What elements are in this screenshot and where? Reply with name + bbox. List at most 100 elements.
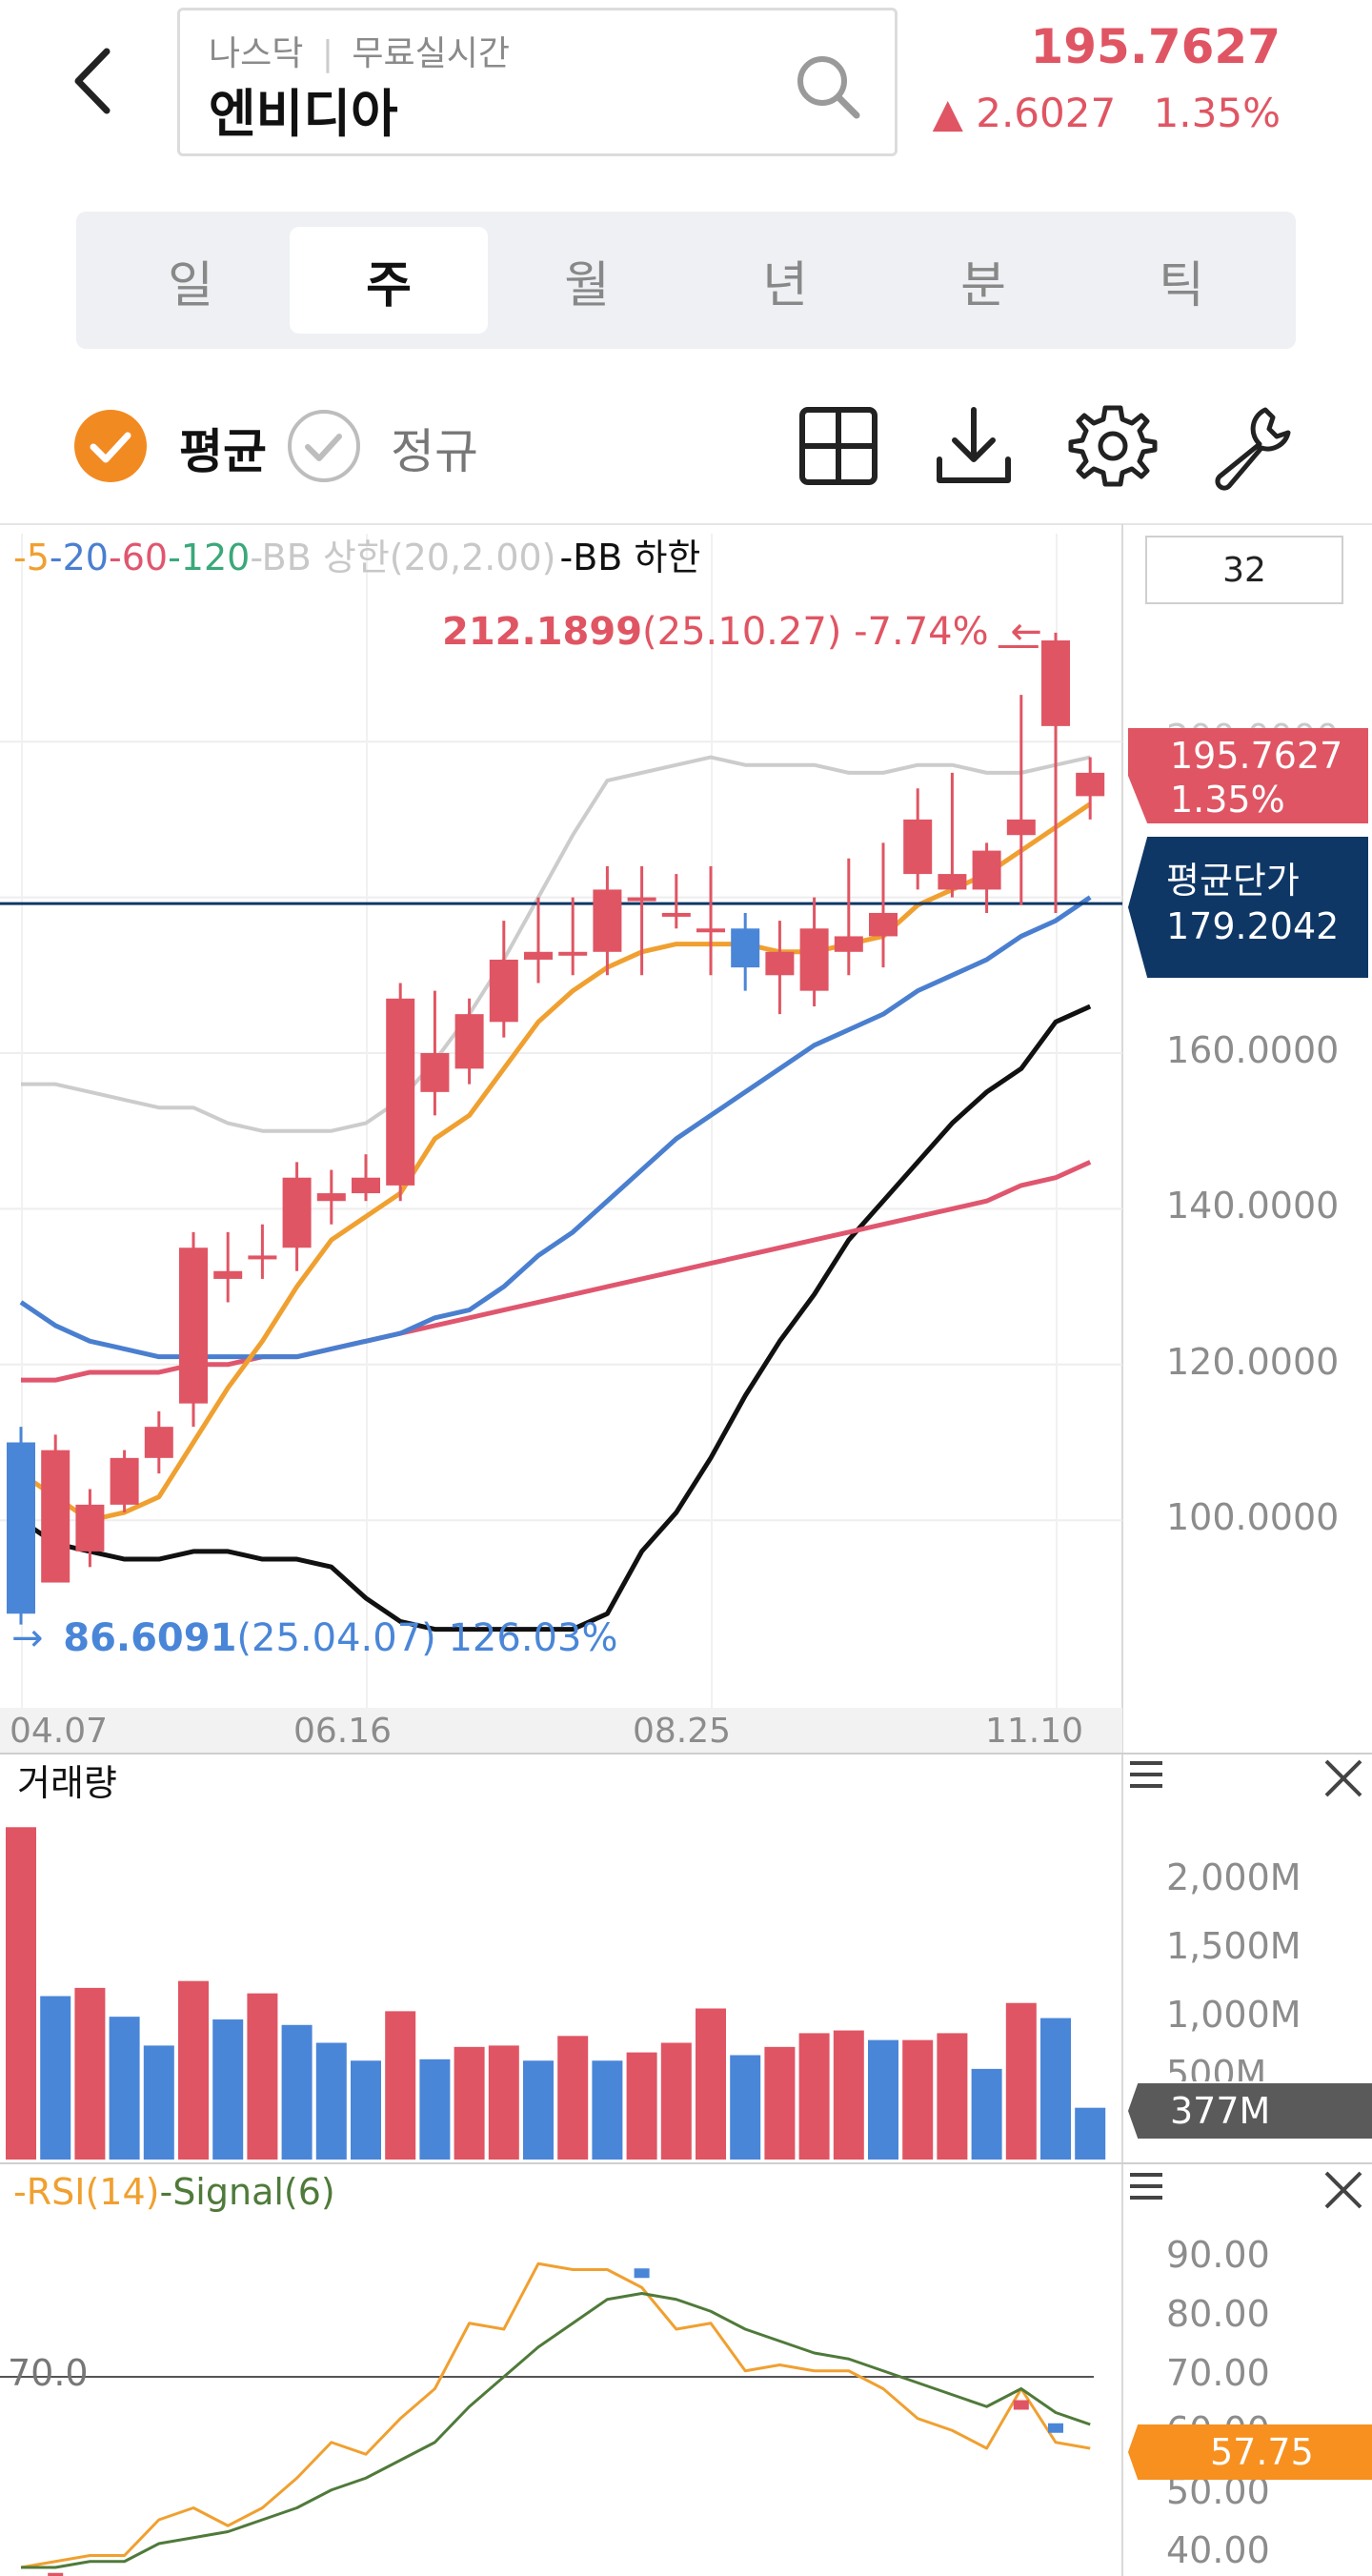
period-count-input[interactable]: 32 (1145, 536, 1343, 604)
candle-body (352, 1177, 380, 1194)
low-pct: 126.03% (448, 1616, 618, 1660)
rsi-level-label: 70.0 (8, 2352, 89, 2394)
tab-year[interactable]: 년 (762, 256, 808, 314)
tab-minute[interactable]: 분 (960, 256, 1006, 314)
tab-month[interactable]: 월 (564, 256, 610, 314)
legend-bb-lower: -BB 하한 (559, 537, 701, 578)
volume-bar (868, 2039, 898, 2160)
legend-ma20: -20 (49, 537, 109, 578)
current-price-tag: 195.7627 1.35% (1128, 728, 1368, 823)
average-price-tag: 평균단가 179.2042 (1128, 837, 1368, 978)
download-icon[interactable] (926, 398, 1021, 494)
search-icon[interactable] (790, 49, 866, 125)
market-label: 나스닥 (209, 34, 304, 73)
tab-day[interactable]: 일 (168, 256, 213, 314)
rsi-line (20, 2262, 1091, 2569)
volume-bar (1005, 2002, 1037, 2160)
signal-line (21, 2292, 1091, 2569)
volume-bar (798, 2033, 830, 2160)
tab-week[interactable]: 주 (290, 227, 488, 334)
volume-bar (523, 2060, 554, 2160)
high-annotation: 212.1899(25.10.27) -7.74% ← (442, 610, 1042, 654)
candle-body (41, 1450, 71, 1583)
candle-body (282, 1177, 312, 1248)
volume-bar (764, 2046, 796, 2160)
volume-bar (626, 2052, 657, 2160)
legend-ma120: -120 (168, 537, 251, 578)
wrench-icon[interactable] (1202, 398, 1298, 494)
volume-bar (902, 2039, 934, 2160)
legend-bb-upper: -BB 상한(20,2.00) (250, 537, 556, 578)
y-label-100: 100.0000 (1166, 1496, 1340, 1538)
market-line: 나스닥 | 무료실시간 (209, 26, 510, 75)
candle-body (75, 1504, 105, 1552)
candle-body (489, 959, 518, 1023)
vol-label-1500: 1,500M (1166, 1925, 1301, 1967)
candle-body (627, 897, 656, 902)
divider: | (321, 34, 333, 73)
candle-body (903, 819, 933, 875)
rsi-label-40: 40.00 (1166, 2529, 1270, 2567)
right-arrow-icon: → (11, 1616, 44, 1660)
rsi-label-90: 90.00 (1166, 2234, 1270, 2276)
candle-body (454, 1014, 484, 1069)
menu-icon[interactable] (1124, 1752, 1172, 1799)
stock-search-box[interactable]: 나스닥 | 무료실시간 엔비디아 (177, 8, 898, 156)
candle-body (696, 928, 725, 933)
date-label-2: 06.16 (293, 1712, 393, 1751)
volume-bar (281, 2024, 313, 2160)
sell-signal-marker (1048, 2423, 1063, 2433)
bb-lower-line (19, 1004, 1092, 1633)
current-price: 195.7627 (1030, 19, 1281, 74)
y-label-140: 140.0000 (1166, 1185, 1340, 1227)
buy-signal-marker (48, 2572, 64, 2576)
candle-body (524, 951, 553, 960)
volume-bar (109, 2017, 140, 2160)
candle-body (7, 1442, 35, 1614)
current-volume-tag: 377M (1128, 2083, 1372, 2139)
sell-signal-marker (634, 2268, 650, 2279)
candle-body (179, 1247, 208, 1404)
volume-bar (247, 1993, 278, 2160)
average-checkbox[interactable] (74, 410, 147, 482)
low-value: 86.6091 (63, 1616, 237, 1660)
candle-body (1006, 819, 1036, 836)
volume-bar (6, 1827, 36, 2160)
current-rsi-tag: 57.75 (1128, 2424, 1372, 2480)
legend-rsi: -RSI(14) (13, 2171, 160, 2213)
volume-bar (40, 1996, 71, 2160)
volume-bar (1075, 2107, 1106, 2160)
regular-label[interactable]: 정규 (391, 424, 478, 479)
regular-checkbox[interactable] (288, 410, 360, 482)
high-date: (25.10.27) (642, 610, 842, 654)
current-price-tag-value: 195.7627 (1170, 735, 1343, 777)
crosshair-grid-icon[interactable] (791, 398, 886, 494)
candle-body (558, 951, 588, 956)
average-label[interactable]: 평균 (179, 424, 267, 479)
close-icon[interactable] (1321, 2167, 1368, 2215)
check-icon (90, 432, 131, 463)
close-icon[interactable] (1321, 1755, 1368, 1803)
low-annotation: → 86.6091(25.04.07) 126.03% (11, 1616, 617, 1660)
back-button[interactable] (57, 38, 133, 124)
ma5-line (19, 801, 1092, 1523)
volume-bar (419, 2059, 451, 2160)
menu-icon[interactable] (1124, 2163, 1172, 2211)
up-arrow-icon: ▲ (932, 90, 963, 136)
price-change: ▲ 2.6027 1.35% (933, 90, 1281, 136)
candle-body (316, 1193, 346, 1202)
current-price-tag-pct: 1.35% (1170, 779, 1285, 821)
gear-icon[interactable] (1065, 398, 1160, 494)
header: 나스닥 | 무료실시간 엔비디아 195.7627 ▲ 2.6027 1.35% (0, 0, 1372, 181)
bb-upper-line (21, 755, 1091, 1133)
candle-body (1076, 772, 1105, 797)
candle-body (799, 928, 829, 991)
tab-tick[interactable]: 틱 (1159, 256, 1204, 314)
volume-title: 거래량 (17, 1762, 117, 1804)
candle-body (213, 1270, 243, 1279)
volume-bar (385, 2011, 416, 2160)
legend-ma5: -5 (13, 537, 50, 578)
vol-label-2000: 2,000M (1166, 1856, 1301, 1898)
rsi-label-70: 70.00 (1166, 2352, 1270, 2394)
